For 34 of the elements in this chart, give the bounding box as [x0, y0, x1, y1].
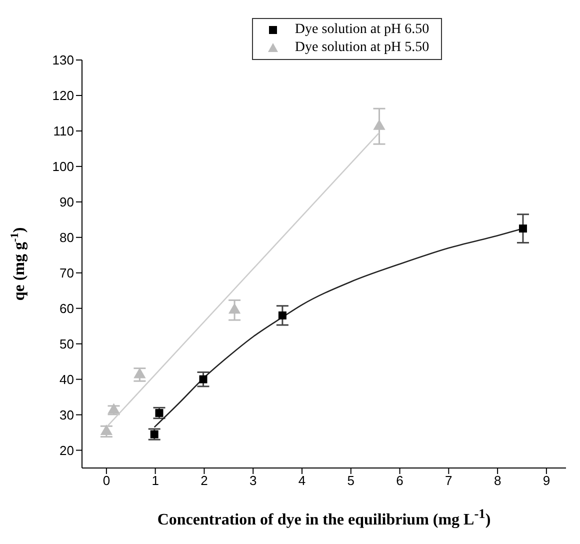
x-tick-label: 9	[542, 473, 550, 488]
point	[278, 311, 286, 320]
x-tick-label: 3	[249, 473, 257, 488]
y-tick-label: 80	[60, 230, 74, 246]
x-tick-label: 0	[102, 473, 110, 488]
point	[150, 430, 158, 438]
x-tick-label: 4	[298, 473, 306, 488]
x-tick-label: 7	[445, 473, 452, 488]
x-axis-title: Concentration of dye in the equilibrium (mg L$^{-1}$)	[156, 506, 492, 530]
x-tick-label: 6	[396, 473, 404, 488]
y-tick-label: 100	[52, 159, 74, 174]
x-tick-label: 2	[200, 473, 208, 488]
point	[134, 368, 146, 378]
y-tick-label: 20	[60, 442, 74, 458]
point	[199, 375, 208, 384]
y-tick-label: 120	[52, 88, 74, 104]
y-tick-label: 50	[60, 336, 74, 352]
x-tick-label: 1	[152, 473, 159, 488]
point	[518, 224, 527, 233]
y-tick-label: 60	[60, 300, 74, 316]
legend-label: Dye solution at pH 6.50	[294, 21, 430, 39]
y-tick-label: 40	[60, 372, 74, 387]
y-tick-label: 70	[60, 265, 74, 280]
y-tick-label: 30	[60, 407, 74, 422]
x-tick-label: 8	[494, 473, 502, 488]
y-tick-label: 110	[53, 124, 74, 139]
point	[100, 424, 113, 435]
point	[373, 119, 386, 130]
y-tick-label: 90	[60, 194, 74, 210]
legend-label: Dye solution at pH 5.50	[294, 39, 430, 57]
x-tick-label: 5	[347, 473, 355, 488]
point	[228, 303, 241, 314]
y-tick-label: 130	[52, 52, 74, 68]
point	[155, 409, 164, 418]
